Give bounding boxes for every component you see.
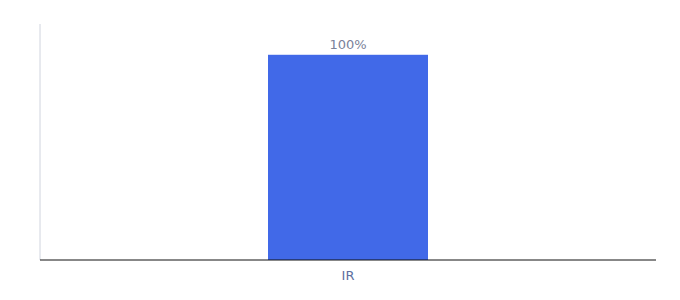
bars	[268, 55, 428, 260]
y-axis-line	[40, 24, 41, 260]
x-axis-line	[40, 260, 656, 261]
x-tick-label: IR	[342, 268, 355, 283]
chart-container: 100% IR	[0, 0, 680, 300]
plot-area: 100% IR	[40, 24, 656, 283]
bar	[268, 55, 428, 260]
data-label: 100%	[329, 37, 366, 52]
chart-svg: 100% IR	[0, 0, 680, 300]
